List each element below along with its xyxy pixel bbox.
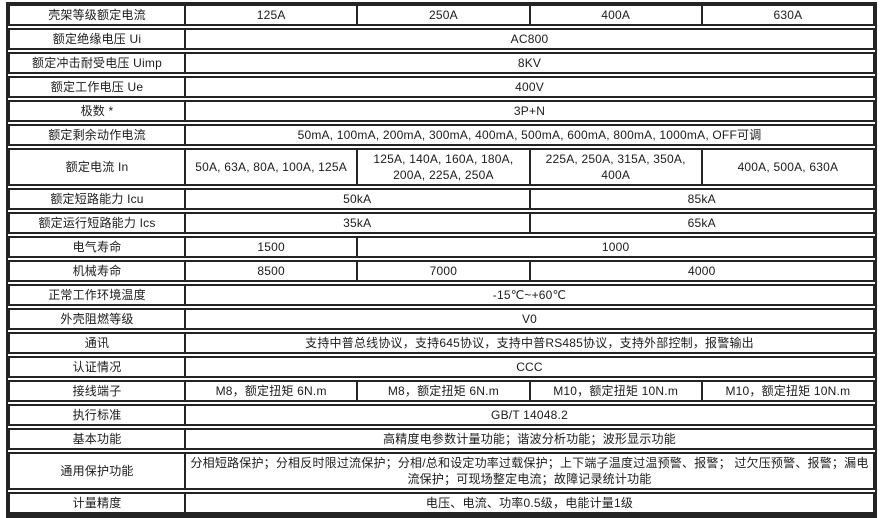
spec-value-cell: 分相短路保护；分相反时限过流保护；分相/总和设定功率过载保护；上下端子温度过温预… bbox=[184, 454, 873, 488]
spec-value-cell: CCC bbox=[184, 358, 873, 376]
spec-label-cell: 额定电流 In bbox=[65, 160, 129, 174]
table-row: 额定运行短路能力 Ics 35kA 65kA bbox=[8, 212, 875, 234]
spec-value-cell: 1000 bbox=[356, 238, 873, 256]
table-row: 额定剩余动作电流 50mA, 100mA, 200mA, 300mA, 400m… bbox=[8, 124, 875, 146]
spec-label-cell: 机械寿命 bbox=[72, 264, 122, 278]
spec-label-cell: 执行标准 bbox=[72, 408, 122, 422]
spec-label-cell: 极数 * bbox=[80, 104, 114, 118]
table-row: 认证情况 CCC bbox=[8, 356, 875, 378]
spec-value-cell: 225A, 250A, 315A, 350A, 400A bbox=[528, 150, 701, 184]
spec-value-cell: 250A bbox=[356, 6, 528, 24]
spec-label-cell: 外壳阻燃等级 bbox=[60, 312, 134, 326]
table-row: 正常工作环境温度 -15℃~+60℃ bbox=[8, 284, 875, 306]
spec-label-cell: 通用保护功能 bbox=[60, 464, 134, 478]
spec-value-cell: V0 bbox=[184, 310, 873, 328]
table-row: 接线端子 M8，额定扭矩 6N.m M8，额定扭矩 6N.m M10，额定扭矩 … bbox=[8, 380, 875, 402]
table-row: 极数 * 3P+N bbox=[8, 100, 875, 122]
table-row: 额定短路能力 Icu 50kA 85kA bbox=[8, 188, 875, 210]
spec-value-cell: 50A, 63A, 80A, 100A, 125A bbox=[184, 150, 356, 184]
spec-value-cell: 65kA bbox=[528, 214, 874, 232]
table-row: 机械寿命 8500 7000 4000 bbox=[8, 260, 875, 282]
table-row: 执行标准 GB/T 14048.2 bbox=[8, 404, 875, 426]
table-row: 壳架等级额定电流 125A 250A 400A 630A bbox=[8, 4, 875, 26]
spec-value-cell: -15℃~+60℃ bbox=[184, 286, 873, 304]
spec-value-cell: 4000 bbox=[528, 262, 874, 280]
spec-value-cell: M8，额定扭矩 6N.m bbox=[184, 382, 356, 400]
spec-value-cell: 1500 bbox=[184, 238, 356, 256]
spec-value-cell: M8，额定扭矩 6N.m bbox=[356, 382, 528, 400]
spec-label-cell: 通讯 bbox=[84, 336, 110, 350]
table-row: 通讯 支持中普总线协议，支持645协议，支持中普RS485协议，支持外部控制，报… bbox=[8, 332, 875, 354]
spec-label-cell: 正常工作环境温度 bbox=[48, 288, 146, 302]
table-row: 计量精度 电压、电流、功率0.5级，电能计量1级 bbox=[8, 492, 875, 514]
spec-value-cell: 400V bbox=[184, 78, 873, 96]
spec-value-cell: 400A bbox=[528, 6, 701, 24]
spec-label-cell: 认证情况 bbox=[72, 360, 122, 374]
spec-value-cell: 50kA bbox=[184, 190, 529, 208]
spec-value-cell: 电压、电流、功率0.5级，电能计量1级 bbox=[184, 494, 873, 512]
spec-value-cell: 8500 bbox=[184, 262, 356, 280]
table-row: 额定绝缘电压 Ui AC800 bbox=[8, 28, 875, 50]
spec-value-cell: 630A bbox=[700, 6, 873, 24]
spec-value-cell: 7000 bbox=[356, 262, 528, 280]
spec-value-cell: 125A, 140A, 160A, 180A, 200A, 225A, 250A bbox=[356, 150, 528, 184]
spec-value-cell: 50mA, 100mA, 200mA, 300mA, 400mA, 500mA,… bbox=[184, 126, 873, 144]
spec-value-cell: 高精度电参数计量功能；谐波分析功能；波形显示功能 bbox=[184, 430, 873, 448]
spec-table: 壳架等级额定电流 125A 250A 400A 630A 额定绝缘电压 Ui A… bbox=[6, 2, 877, 518]
spec-label-cell: 额定绝缘电压 Ui bbox=[52, 32, 142, 46]
table-row: 额定冲击耐受电压 Uimp 8KV bbox=[8, 52, 875, 74]
spec-label-cell: 额定冲击耐受电压 Uimp bbox=[32, 56, 162, 70]
spec-label-cell: 壳架等级额定电流 bbox=[48, 8, 146, 22]
table-row: 额定电流 In 50A, 63A, 80A, 100A, 125A 125A, … bbox=[8, 148, 875, 186]
table-row: 额定工作电压 Ue 400V bbox=[8, 76, 875, 98]
spec-label-cell: 额定工作电压 Ue bbox=[50, 80, 144, 94]
spec-value-cell: 125A bbox=[184, 6, 356, 24]
spec-value-cell: GB/T 14048.2 bbox=[184, 406, 873, 424]
table-row: 基本功能 高精度电参数计量功能；谐波分析功能；波形显示功能 bbox=[8, 428, 875, 450]
spec-label-cell: 电气寿命 bbox=[72, 240, 122, 254]
spec-value-cell: 35kA bbox=[184, 214, 529, 232]
table-row: 通用保护功能 分相短路保护；分相反时限过流保护；分相/总和设定功率过载保护；上下… bbox=[8, 452, 875, 490]
spec-label-cell: 额定短路能力 Icu bbox=[50, 192, 144, 206]
spec-value-cell: M10，额定扭矩 10N.m bbox=[700, 382, 873, 400]
spec-value-cell: 85kA bbox=[528, 190, 874, 208]
spec-label-cell: 额定剩余动作电流 bbox=[48, 128, 146, 142]
table-row: 电气寿命 1500 1000 bbox=[8, 236, 875, 258]
spec-value-cell: 8KV bbox=[184, 54, 873, 72]
spec-label-cell: 接线端子 bbox=[72, 384, 122, 398]
spec-value-cell: AC800 bbox=[184, 30, 873, 48]
spec-value-cell: M10，额定扭矩 10N.m bbox=[528, 382, 701, 400]
spec-value-cell: 支持中普总线协议，支持645协议，支持中普RS485协议，支持外部控制，报警输出 bbox=[184, 334, 873, 352]
table-row: 外壳阻燃等级 V0 bbox=[8, 308, 875, 330]
spec-label-cell: 计量精度 bbox=[72, 496, 122, 510]
spec-label-cell: 额定运行短路能力 Ics bbox=[38, 216, 156, 230]
spec-label-cell: 基本功能 bbox=[72, 432, 122, 446]
spec-value-cell: 400A, 500A, 630A bbox=[700, 150, 873, 184]
spec-value-cell: 3P+N bbox=[184, 102, 873, 120]
